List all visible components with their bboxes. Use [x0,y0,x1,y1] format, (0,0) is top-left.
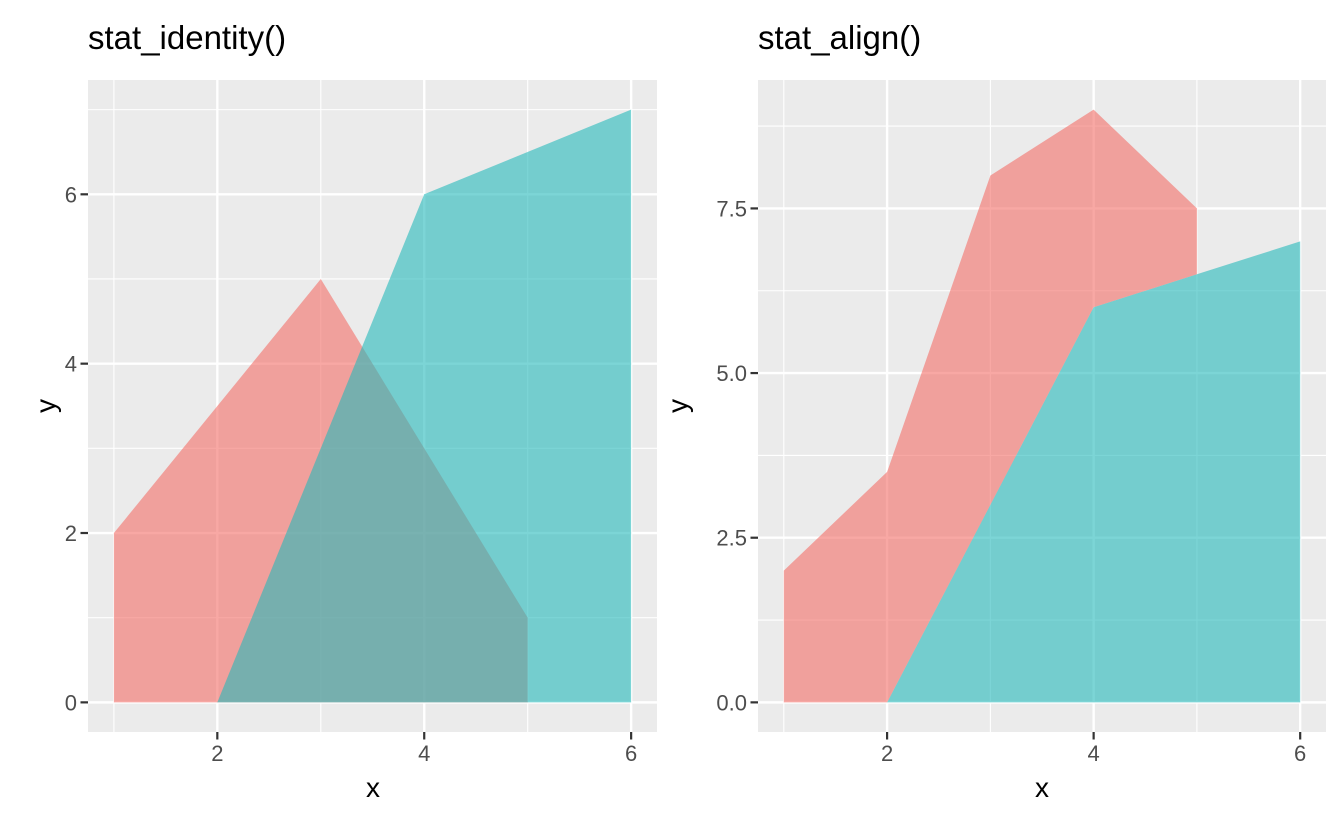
y-axis-title-left: y [30,399,61,413]
plot-title-left: stat_identity() [88,19,287,56]
y-tick-label: 5.0 [716,361,747,386]
x-tick-label: 6 [625,741,637,766]
x-axis-title-left: x [366,772,380,803]
y-tick-label: 4 [65,352,77,377]
y-tick-label: 0.0 [716,690,747,715]
x-axis-title-right: x [1035,772,1049,803]
y-tick-label: 7.5 [716,196,747,221]
y-tick-label: 2.5 [716,526,747,551]
y-tick-label: 0 [65,690,77,715]
plot-title-right: stat_align() [758,19,922,56]
x-tick-label: 4 [418,741,430,766]
area-series-a [783,109,1197,703]
y-axis-title-right: y [662,399,693,413]
area-series-b [217,109,632,703]
y-tick-label: 2 [65,521,77,546]
y-tick-label: 6 [65,182,77,207]
x-tick-label: 2 [881,741,893,766]
x-tick-label: 2 [211,741,223,766]
x-tick-label: 4 [1088,741,1100,766]
area-series-b [887,241,1301,703]
x-tick-label: 6 [1294,741,1306,766]
